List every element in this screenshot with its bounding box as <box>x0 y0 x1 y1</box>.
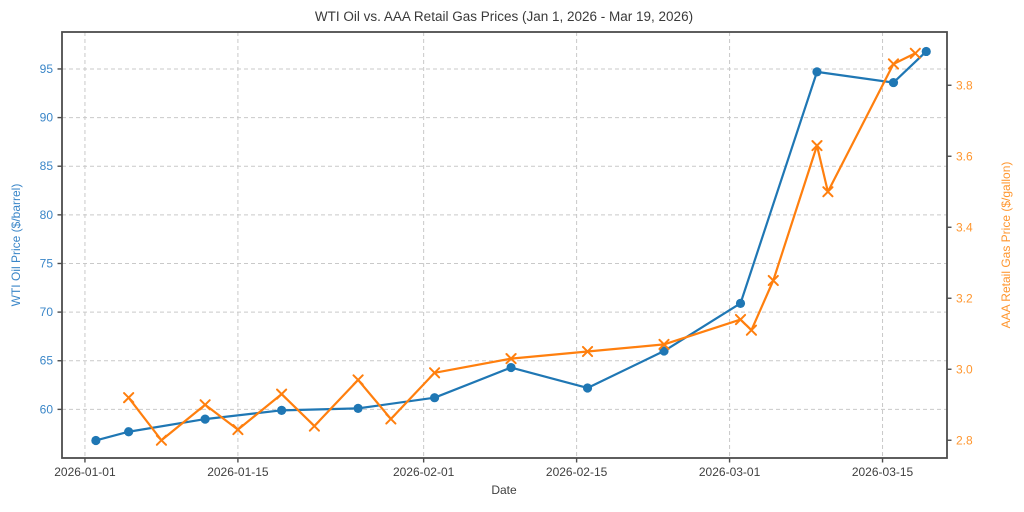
plot-border <box>61 31 948 459</box>
wti-data-point <box>921 46 931 57</box>
gas-data-point <box>155 434 168 446</box>
wti-data-point <box>506 362 516 373</box>
series-layer <box>91 46 931 446</box>
left-tick-label: 80 <box>40 208 54 222</box>
x-tick-label: 2026-03-01 <box>699 465 761 479</box>
gas-data-point <box>767 274 779 287</box>
gas-data-point <box>352 374 364 386</box>
gas-data-point <box>745 324 758 336</box>
left-tick-label: 90 <box>40 111 54 125</box>
gas-data-point <box>123 392 135 404</box>
x-axis-title: Date <box>491 483 517 497</box>
right-tick-label: 3.4 <box>956 220 973 234</box>
wti-data-point <box>659 346 669 356</box>
gas-data-point <box>658 338 670 350</box>
left-tick-label: 75 <box>40 256 54 270</box>
wti-data-point <box>124 427 134 437</box>
wti-data-point <box>812 67 822 77</box>
gas-data-point <box>887 58 900 70</box>
gas-data-point <box>199 399 211 411</box>
left-tick-label: 70 <box>40 305 54 319</box>
gas-data-point <box>581 345 594 358</box>
gas-data-point <box>811 140 823 152</box>
gas-data-point <box>428 367 441 379</box>
left-tick-label: 65 <box>40 354 54 368</box>
x-tick-label: 2026-01-15 <box>207 465 269 479</box>
right-tick-label: 3.0 <box>956 362 973 376</box>
left-tick-label: 85 <box>40 159 54 173</box>
wti-data-point <box>582 383 593 393</box>
gas-data-point <box>734 313 747 326</box>
gas-data-point <box>909 47 921 59</box>
aaa-retail-gas-price-line <box>127 52 917 442</box>
x-tick-label: 2026-02-15 <box>546 465 608 479</box>
gas-data-point <box>822 186 834 198</box>
gas-data-point <box>308 420 320 432</box>
right-tick-label: 2.8 <box>956 433 973 447</box>
gas-data-point <box>232 424 244 436</box>
left-axis-title: WTI Oil Price ($/barrel) <box>9 184 23 307</box>
wti-data-point <box>91 435 101 446</box>
wti-data-point <box>353 403 363 413</box>
right-tick-label: 3.8 <box>956 78 973 92</box>
wti-data-point <box>429 393 440 403</box>
gas-data-point <box>276 388 288 400</box>
wti-data-point <box>888 77 899 88</box>
wti-data-point <box>277 405 287 415</box>
right-tick-label: 3.6 <box>956 149 973 163</box>
wti-data-point <box>735 298 746 308</box>
right-axis-title: AAA Retail Gas Price ($/gallon) <box>999 162 1013 329</box>
left-tick-label: 60 <box>40 402 54 416</box>
x-tick-label: 2026-02-01 <box>393 465 455 479</box>
tick-layer: 2026-01-01 2026-01-15 2026-02-01 2026-02-15… <box>40 62 973 479</box>
gas-data-point <box>505 353 517 365</box>
grid-layer <box>62 32 947 458</box>
right-tick-label: 3.2 <box>956 291 973 305</box>
gas-data-point <box>385 413 397 425</box>
chart-title: WTI Oil vs. AAA Retail Gas Prices (Jan 1… <box>315 9 693 24</box>
wti-oil-price-line <box>94 50 928 442</box>
x-tick-label: 2026-01-01 <box>54 465 116 479</box>
x-tick-label: 2026-03-15 <box>852 465 914 479</box>
left-tick-label: 95 <box>40 62 54 76</box>
wti-data-point <box>200 414 210 424</box>
